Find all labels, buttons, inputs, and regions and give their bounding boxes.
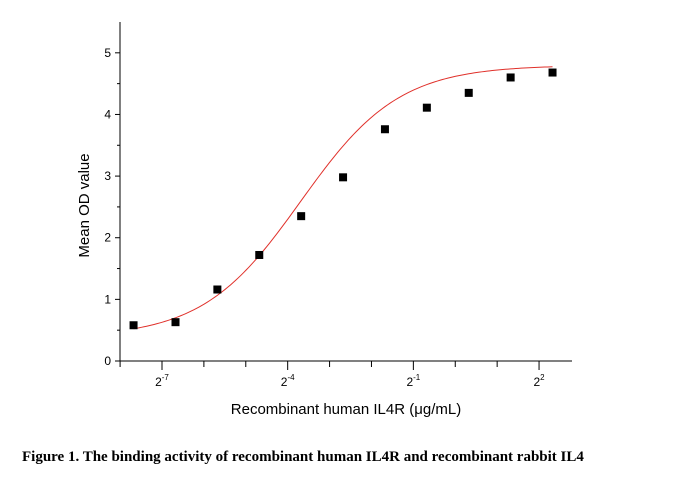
data-point	[129, 321, 138, 330]
data-point	[171, 318, 180, 327]
x-tick-label: 2-1	[406, 373, 420, 389]
data-point	[380, 125, 389, 134]
x-axis-ticks: 2-7 2-4 2-1 22	[119, 361, 545, 389]
data-point	[255, 250, 264, 259]
data-point	[548, 68, 557, 77]
figure-caption: Figure 1. The binding activity of recomb…	[22, 449, 584, 465]
fit-curve	[133, 66, 553, 330]
y-tick-label: 1	[104, 292, 111, 306]
y-tick-label: 0	[104, 354, 111, 368]
y-axis-title: Mean OD value	[76, 153, 93, 257]
y-tick-label: 5	[104, 46, 111, 60]
x-tick-label-base: 2	[281, 375, 288, 389]
x-tick-label: 2-7	[155, 373, 169, 389]
y-tick-label: 4	[104, 107, 111, 121]
y-tick-label: 3	[104, 169, 111, 183]
data-point	[422, 103, 431, 112]
data-point	[339, 173, 348, 182]
y-tick-label: 2	[104, 231, 111, 245]
x-tick-label-base: 2	[406, 375, 413, 389]
x-tick-label-base: 2	[155, 375, 162, 389]
x-tick-label: 2-4	[281, 373, 295, 389]
data-point	[297, 212, 306, 221]
x-tick-label-exponent: -4	[287, 373, 295, 382]
x-tick-label-exponent: -7	[162, 373, 170, 382]
plot-frame	[119, 22, 572, 362]
x-tick-label: 22	[533, 373, 545, 389]
x-axis-title: Recombinant human IL4R (μg/mL)	[231, 401, 461, 418]
x-tick-label-exponent: -1	[413, 373, 421, 382]
data-point	[213, 285, 222, 294]
data-point	[506, 73, 515, 82]
y-axis-ticks: 0 1 2 3 4 5	[104, 46, 120, 368]
x-tick-label-base: 2	[533, 375, 540, 389]
data-point	[464, 88, 473, 97]
x-tick-label-exponent: 2	[540, 373, 545, 382]
data-points	[129, 68, 557, 330]
